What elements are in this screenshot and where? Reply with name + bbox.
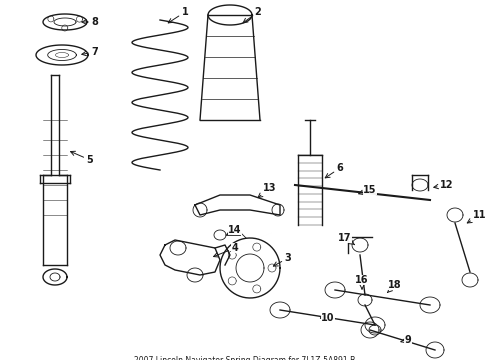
Text: 12: 12 <box>434 180 454 190</box>
Text: 8: 8 <box>82 17 98 27</box>
Text: 9: 9 <box>401 335 412 345</box>
Text: 18: 18 <box>388 280 402 293</box>
Text: 15: 15 <box>359 185 377 195</box>
Text: 10: 10 <box>320 313 335 323</box>
Text: 3: 3 <box>273 253 292 266</box>
Text: 16: 16 <box>355 275 369 289</box>
Text: 2: 2 <box>243 7 261 23</box>
Text: 6: 6 <box>325 163 343 178</box>
Text: 1: 1 <box>168 7 188 23</box>
Text: 2007 Lincoln Navigator Spring Diagram for 7L1Z-5A891-B: 2007 Lincoln Navigator Spring Diagram fo… <box>134 356 356 360</box>
Text: 5: 5 <box>71 151 94 165</box>
Text: 14: 14 <box>227 225 242 235</box>
Text: 11: 11 <box>467 210 487 223</box>
Text: 7: 7 <box>82 47 98 57</box>
Text: 13: 13 <box>258 183 277 198</box>
Text: 4: 4 <box>214 243 238 257</box>
Text: 17: 17 <box>338 233 355 245</box>
